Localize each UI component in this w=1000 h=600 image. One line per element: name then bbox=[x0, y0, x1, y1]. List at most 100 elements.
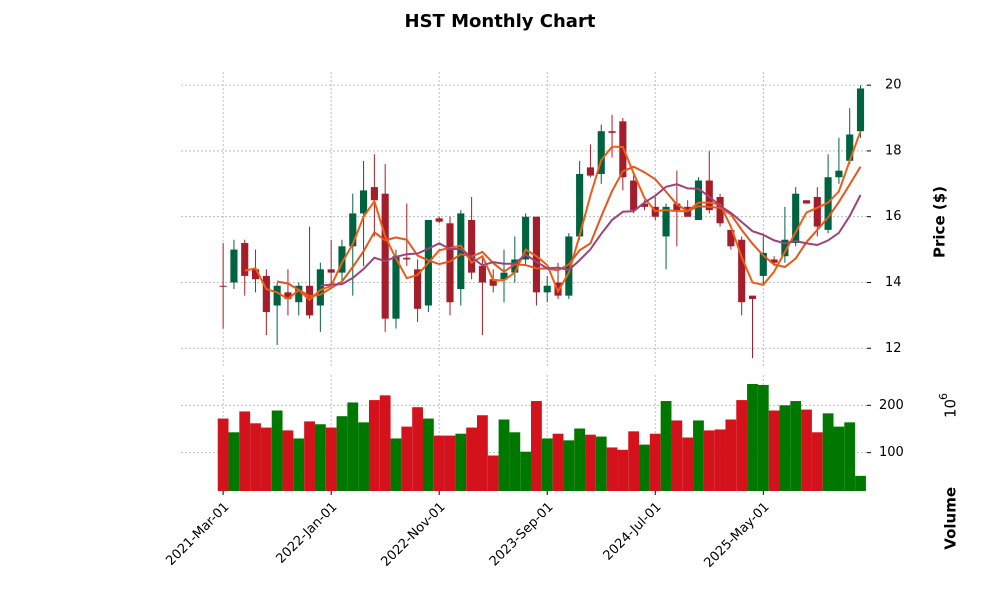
volume-bar bbox=[325, 427, 337, 491]
volume-bar bbox=[477, 415, 488, 491]
candle-body bbox=[727, 229, 735, 247]
x-tick-label: 2022-Nov-01 bbox=[378, 500, 448, 570]
volume-bar bbox=[390, 438, 402, 491]
candle-body bbox=[597, 131, 605, 174]
volume-bar bbox=[725, 419, 737, 491]
volume-bar bbox=[455, 433, 467, 491]
volume-bar bbox=[358, 422, 369, 491]
candle-body bbox=[360, 190, 368, 214]
candle-body bbox=[262, 275, 270, 313]
volume-bar bbox=[401, 426, 413, 491]
y-axis-title: Price ($) bbox=[931, 186, 949, 258]
y-tick-label: 14 bbox=[885, 275, 902, 290]
candle-body bbox=[522, 216, 530, 260]
moving-average-line bbox=[320, 183, 862, 287]
volume-bar bbox=[639, 444, 650, 491]
x-tick-label: 2025-May-01 bbox=[701, 500, 772, 571]
volume-bar bbox=[606, 447, 618, 491]
y-tick-label: 20 bbox=[885, 78, 902, 93]
candle-body bbox=[694, 180, 703, 220]
volume-bar bbox=[347, 402, 359, 491]
volume-bar bbox=[444, 435, 456, 491]
volume-bar bbox=[466, 427, 478, 491]
y-tick-label: 16 bbox=[885, 209, 902, 224]
volume-bar bbox=[228, 432, 240, 491]
candle-body bbox=[349, 213, 357, 247]
candle-body bbox=[716, 196, 724, 224]
candle-body bbox=[230, 249, 238, 283]
volume-bar bbox=[217, 418, 229, 491]
candle-body bbox=[543, 285, 551, 293]
candle-body bbox=[770, 259, 778, 263]
volume-bar bbox=[293, 438, 305, 491]
volume-bar bbox=[660, 401, 672, 491]
candle-body bbox=[500, 272, 508, 280]
volume-bar bbox=[703, 430, 715, 491]
y-tick-label: 18 bbox=[885, 143, 902, 158]
candle-body bbox=[468, 220, 476, 273]
volume-bar bbox=[304, 421, 315, 491]
volume-bar bbox=[628, 431, 640, 491]
candle-body bbox=[835, 170, 843, 178]
candle-body bbox=[219, 285, 227, 287]
x-tick-label: 2022-Jan-01 bbox=[273, 500, 340, 567]
candle-body bbox=[705, 180, 713, 211]
volume-bar bbox=[250, 423, 261, 491]
candle-body bbox=[414, 269, 422, 309]
volume-bar bbox=[682, 437, 694, 491]
volume-bar bbox=[595, 436, 607, 491]
volume-bar bbox=[747, 383, 758, 491]
candle-body bbox=[565, 236, 573, 296]
volume-bar bbox=[757, 384, 769, 491]
candle-body bbox=[284, 292, 292, 299]
candle-body bbox=[608, 131, 616, 133]
volume-bar bbox=[768, 410, 780, 491]
volume-bar bbox=[822, 413, 834, 491]
candle-body bbox=[846, 134, 854, 161]
candle-body bbox=[792, 193, 800, 244]
candle-body bbox=[446, 223, 454, 303]
chart-title: HST Monthly Chart bbox=[405, 11, 596, 32]
volume-bar bbox=[790, 401, 802, 491]
candle-body bbox=[273, 285, 281, 306]
candle-body bbox=[640, 203, 649, 207]
candle-body bbox=[316, 269, 324, 306]
candle-body bbox=[738, 239, 746, 303]
x-tick-label: 2024-Jul-01 bbox=[601, 500, 665, 564]
candle-body bbox=[338, 246, 346, 273]
candle-body bbox=[327, 269, 335, 273]
volume-bar bbox=[541, 438, 553, 491]
candle-body bbox=[435, 218, 443, 222]
x-tick-label: 2021-Mar-01 bbox=[163, 500, 232, 569]
volume-bar bbox=[422, 418, 434, 491]
volume-bar bbox=[693, 420, 704, 491]
candle-body bbox=[457, 213, 465, 290]
volume-bar bbox=[498, 419, 510, 491]
moving-average-line bbox=[244, 130, 862, 302]
volume-axis-title: Volume bbox=[942, 487, 960, 550]
volume-bar bbox=[779, 405, 791, 491]
volume-bar bbox=[736, 400, 748, 491]
volume-bar bbox=[520, 451, 532, 491]
volume-bar bbox=[617, 449, 629, 491]
volume-bar bbox=[412, 407, 423, 491]
candle-body bbox=[392, 256, 400, 319]
y-tick-label: 12 bbox=[885, 341, 902, 356]
volume-bar bbox=[509, 432, 521, 491]
candle-body bbox=[251, 269, 260, 280]
candle-body bbox=[630, 180, 638, 211]
volume-bar bbox=[260, 427, 272, 491]
volume-bar bbox=[531, 401, 542, 491]
volume-tick-label: 100 bbox=[879, 445, 904, 460]
volume-bar bbox=[433, 435, 445, 491]
volume-scale-base: 10 bbox=[942, 399, 960, 418]
candle-body bbox=[662, 206, 670, 237]
candle-body bbox=[748, 295, 757, 299]
candle-body bbox=[586, 167, 595, 176]
volume-bar bbox=[585, 434, 596, 491]
volume-bar bbox=[379, 395, 391, 491]
volume-bar bbox=[574, 428, 586, 491]
volume-bar bbox=[714, 429, 726, 491]
